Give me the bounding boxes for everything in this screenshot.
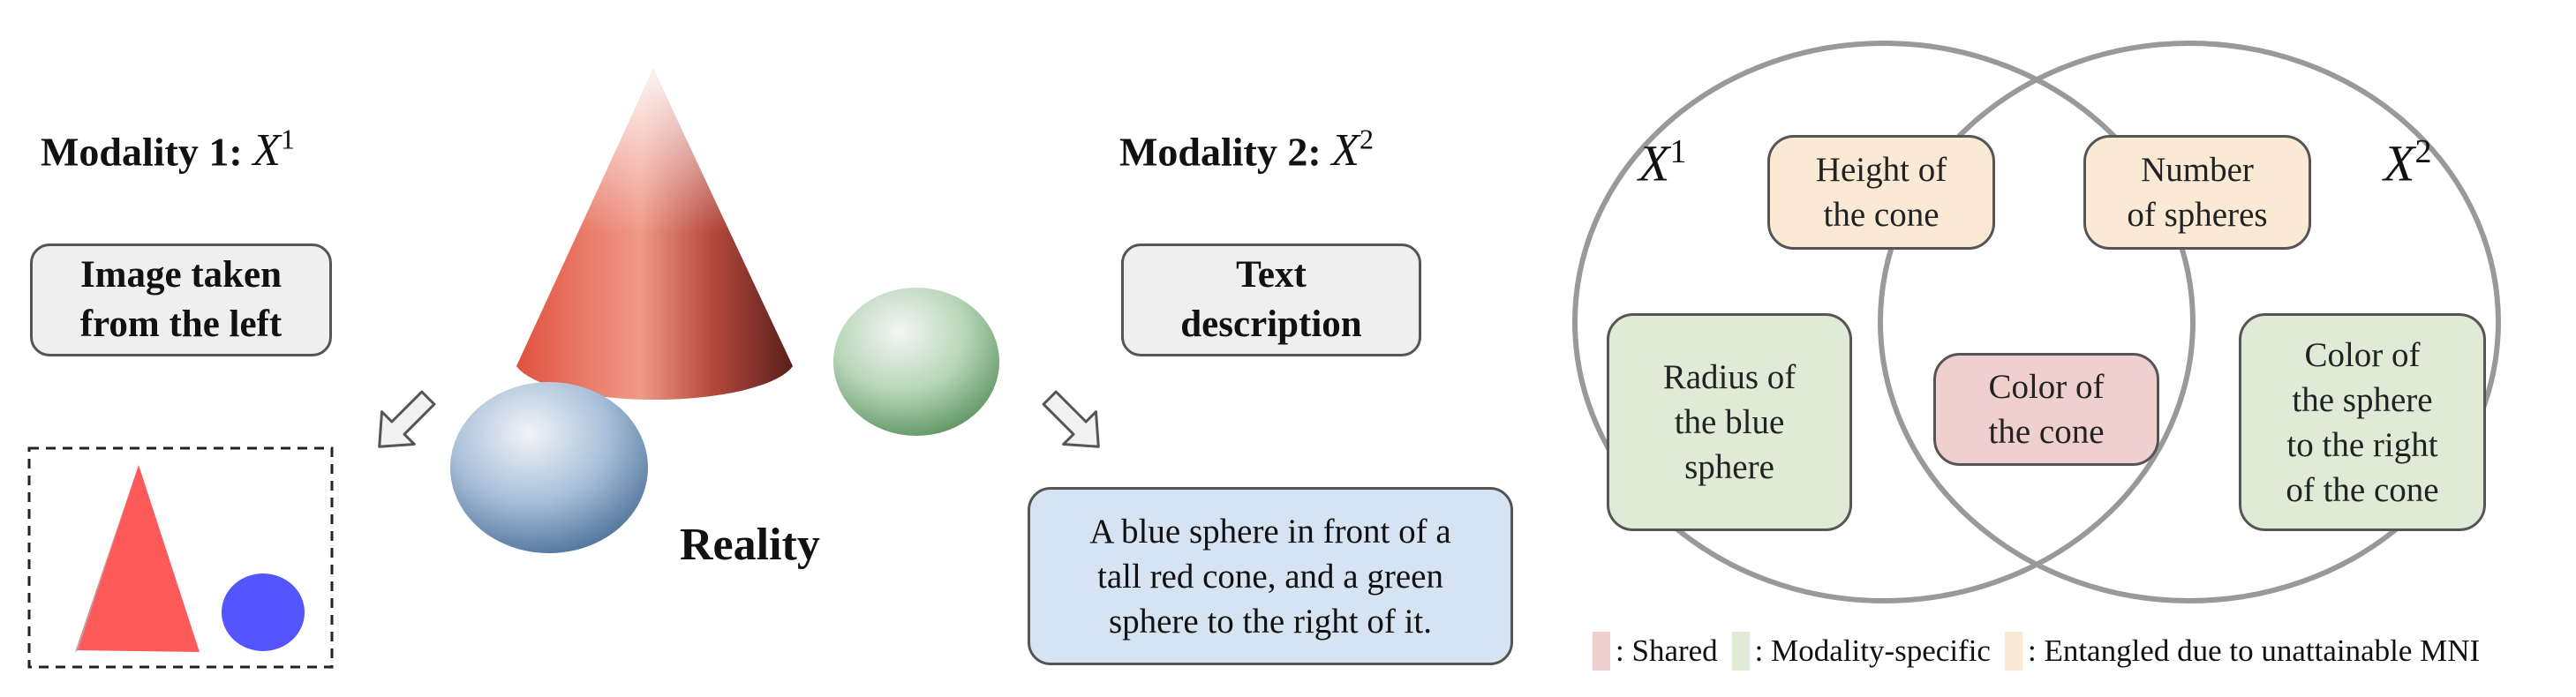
reality-scene bbox=[450, 69, 999, 553]
text-box-line2: description bbox=[1180, 304, 1362, 345]
image-box-line1: Image taken bbox=[79, 254, 282, 296]
modality2-title: Modality 2: bbox=[1119, 129, 1322, 175]
radius-blue-sphere-box: Radius of the blue sphere bbox=[1607, 313, 1852, 531]
arrow-down-right-icon bbox=[1042, 390, 1100, 448]
venn-label-x2: X2 bbox=[2384, 133, 2432, 192]
blue-sphere bbox=[450, 382, 648, 553]
left-view-image bbox=[27, 446, 334, 669]
modality1-title: Modality 1: bbox=[41, 129, 243, 175]
flat-cone-edge bbox=[75, 465, 139, 652]
image-box-line2: from the left bbox=[79, 304, 282, 345]
modality2-variable: X2 bbox=[1331, 124, 1374, 176]
venn-label-x1: X1 bbox=[1638, 133, 1687, 192]
flat-red-cone bbox=[78, 465, 200, 652]
description-line1: A blue sphere in front of a bbox=[1089, 512, 1451, 551]
text-description-box: Text description bbox=[1121, 244, 1421, 356]
description-line3: sphere to the right of it. bbox=[1108, 602, 1433, 641]
legend-specific-label: : Modality-specific bbox=[1754, 633, 1991, 668]
legend-entangled-label: : Entangled due to unattainable MNI bbox=[2027, 633, 2481, 668]
text-box-line1: Text bbox=[1236, 254, 1307, 296]
arrow-down-left-icon bbox=[378, 390, 436, 448]
venn-circle-left bbox=[1572, 41, 2196, 603]
color-of-cone-box: Color of the cone bbox=[1933, 353, 2159, 466]
green-sphere bbox=[833, 288, 999, 436]
modality1-heading: Modality 1: X1 bbox=[41, 124, 295, 176]
reality-label: Reality bbox=[680, 520, 820, 570]
height-of-cone-box: Height of the cone bbox=[1767, 135, 1995, 250]
legend-specific-swatch bbox=[1731, 632, 1750, 671]
image-taken-box: Image taken from the left bbox=[30, 244, 332, 356]
legend-entangled-swatch bbox=[2004, 632, 2022, 671]
text-description-content: A blue sphere in front of a tall red con… bbox=[1028, 487, 1513, 665]
cone-highlight bbox=[516, 69, 793, 401]
color-of-sphere-box: Color of the sphere to the right of the … bbox=[2239, 313, 2486, 531]
legend-shared-swatch bbox=[1593, 632, 1610, 671]
modality1-variable: X1 bbox=[252, 124, 295, 176]
description-line2: tall red cone, and a green bbox=[1097, 557, 1443, 596]
number-of-spheres-box: Number of spheres bbox=[2083, 135, 2311, 250]
legend-shared-label: : Shared bbox=[1616, 633, 1718, 668]
venn-circle-right bbox=[1878, 41, 2501, 603]
flat-blue-circle bbox=[222, 573, 305, 651]
venn-diagram bbox=[1572, 41, 2501, 603]
modality2-heading: Modality 2: X2 bbox=[1119, 124, 1374, 176]
legend: : Shared : Modality-specific : Entangled… bbox=[1593, 632, 2480, 671]
